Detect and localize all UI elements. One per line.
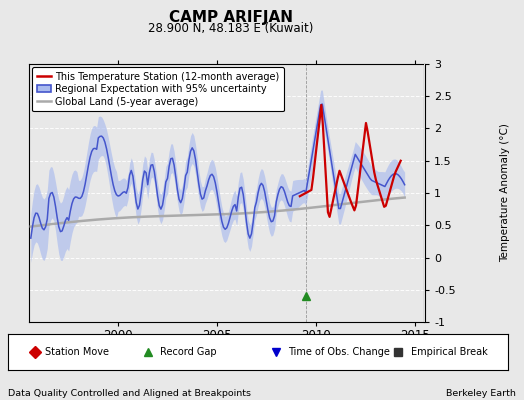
Legend: This Temperature Station (12-month average), Regional Expectation with 95% uncer: This Temperature Station (12-month avera… xyxy=(32,67,284,112)
Text: Berkeley Earth: Berkeley Earth xyxy=(446,389,516,398)
Text: Record Gap: Record Gap xyxy=(160,347,217,357)
Y-axis label: Temperature Anomaly (°C): Temperature Anomaly (°C) xyxy=(500,124,510,262)
Text: 28.900 N, 48.183 E (Kuwait): 28.900 N, 48.183 E (Kuwait) xyxy=(148,22,313,35)
Text: Data Quality Controlled and Aligned at Breakpoints: Data Quality Controlled and Aligned at B… xyxy=(8,389,251,398)
Text: Time of Obs. Change: Time of Obs. Change xyxy=(288,347,390,357)
Text: Station Move: Station Move xyxy=(46,347,110,357)
Text: Empirical Break: Empirical Break xyxy=(411,347,487,357)
Text: CAMP ARIFJAN: CAMP ARIFJAN xyxy=(169,10,292,25)
